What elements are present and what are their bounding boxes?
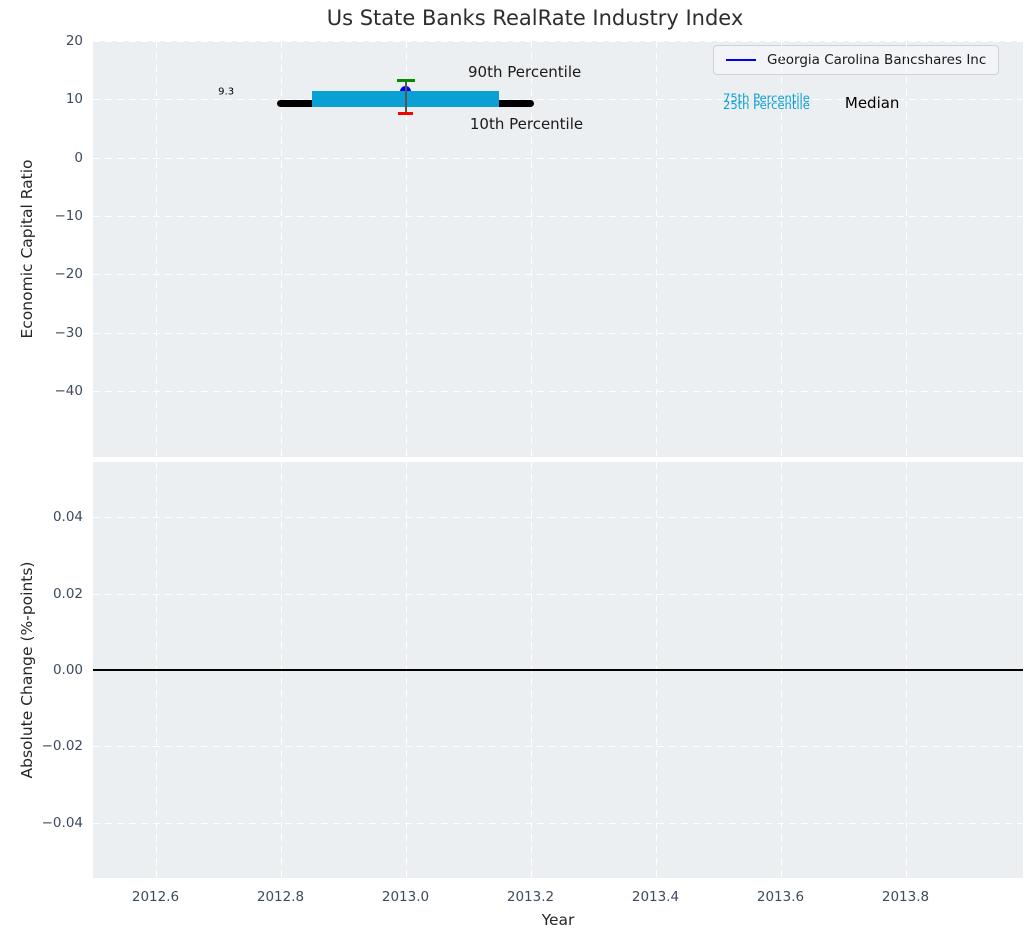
error-bar-line [404, 80, 407, 114]
annotation-90th-percentile: 90th Percentile [468, 62, 582, 81]
grid-line-vertical [280, 41, 282, 457]
y-tick-label: −0.04 [41, 814, 83, 831]
grid-line-horizontal [93, 99, 1023, 101]
grid-line-vertical [780, 41, 782, 457]
grid-line-horizontal [93, 391, 1023, 393]
y-tick-label: −40 [54, 383, 84, 400]
grid-line-horizontal [93, 746, 1023, 748]
y-tick-label: 0.04 [52, 509, 83, 526]
annotation-25th-percentile: 25th Percentile [723, 97, 810, 112]
chart-title: Us State Banks RealRate Industry Index [326, 6, 744, 30]
top-y-axis-label: Economic Capital Ratio [18, 159, 36, 339]
x-tick-label: 2013.8 [881, 889, 930, 905]
grid-line-vertical [155, 41, 157, 457]
x-tick-label: 2013.6 [756, 889, 805, 905]
y-tick-label: 0.02 [52, 585, 83, 602]
y-tick-label: −10 [54, 208, 84, 225]
x-tick-label: 2013.0 [381, 889, 430, 905]
x-tick-label: 2012.8 [256, 889, 305, 905]
legend-series-label: Georgia Carolina Bancshares Inc [767, 52, 987, 68]
y-tick-label: 0 [74, 149, 83, 166]
grid-line-vertical [905, 41, 907, 457]
y-tick-label: 10 [65, 91, 83, 108]
annotation-75th-percentile: 75th Percentile [723, 91, 810, 106]
grid-line-horizontal [93, 41, 1023, 42]
grid-line-horizontal [93, 274, 1023, 276]
grid-line-horizontal [93, 822, 1023, 824]
x-tick-label: 2013.4 [631, 889, 680, 905]
grid-line-vertical [405, 41, 407, 457]
annotation-10th-percentile: 10th Percentile [469, 114, 584, 133]
y-tick-label: 0.00 [52, 662, 83, 678]
x-tick-label: 2012.6 [131, 889, 180, 905]
error-bar-cap-10th [398, 112, 413, 116]
grid-line-vertical [530, 41, 532, 457]
grid-line-horizontal [93, 157, 1023, 159]
error-bar-cap-90th [396, 79, 415, 83]
zero-line [93, 669, 1023, 671]
annotation-median: Median [844, 93, 900, 112]
y-tick-label: −0.02 [41, 738, 83, 755]
x-tick-label: 2013.2 [506, 889, 555, 905]
grid-line-horizontal [93, 216, 1023, 218]
y-tick-label: −20 [54, 266, 84, 283]
legend-line-swatch [726, 59, 756, 61]
grid-line-vertical [655, 41, 657, 457]
grid-line-horizontal [93, 517, 1023, 519]
y-tick-label: −30 [54, 324, 84, 341]
y-tick-label: 20 [65, 33, 83, 49]
top-plot-area [93, 41, 1023, 457]
legend: Georgia Carolina Bancshares Inc [713, 45, 1000, 75]
grid-line-horizontal [93, 332, 1023, 334]
annotation-9-3: 9.3 [218, 86, 235, 98]
grid-line-horizontal [93, 593, 1023, 595]
x-axis-label: Year [541, 911, 575, 929]
